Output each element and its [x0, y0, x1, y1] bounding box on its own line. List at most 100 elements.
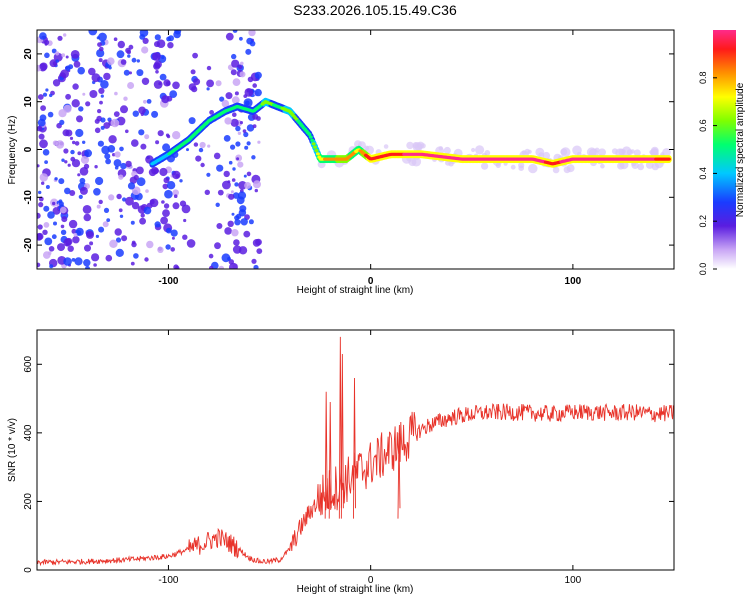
spectrogram-noise-blob — [256, 248, 263, 255]
spectrogram-noise-blob — [68, 219, 78, 229]
spectrogram-noise-blob — [256, 116, 261, 121]
spectrogram-noise-blob — [246, 124, 255, 132]
spectrogram-noise-blob — [143, 206, 152, 215]
spectrogram-noise-blob — [217, 189, 224, 196]
spectrogram-noise-blob — [175, 173, 180, 179]
spectrogram-noise-blob — [42, 149, 50, 156]
spectrogram-noise-blob — [170, 247, 175, 252]
spectrogram-noise-blob — [114, 151, 121, 158]
spectrogram-noise-blob — [235, 125, 241, 132]
colorbar-tick-label: 0.4 — [698, 167, 708, 180]
spectrogram-noise-blob — [131, 57, 137, 63]
spectrogram-noise-blob — [142, 37, 149, 45]
spectrogram-noise-blob — [240, 218, 248, 226]
spectrogram-halo-blob — [406, 141, 414, 150]
spectrogram-noise-blob — [192, 52, 199, 59]
spectrogram-noise-blob — [248, 30, 256, 37]
spectrogram-noise-blob — [86, 230, 94, 239]
spectrogram-noise-blob — [38, 202, 44, 208]
spectrogram-y-tick-label: -20 — [23, 237, 34, 252]
spectrogram-noise-blob — [227, 256, 231, 261]
spectrogram-noise-blob — [77, 173, 81, 177]
spectrogram-noise-blob — [131, 241, 137, 248]
spectrogram-noise-blob — [89, 90, 98, 98]
spectrogram-noise-blob — [130, 220, 135, 225]
spectrogram-noise-blob — [91, 253, 100, 262]
spectrogram-noise-blob — [94, 165, 98, 169]
spectrogram-noise-blob — [246, 141, 251, 146]
spectrogram-noise-blob — [130, 261, 135, 266]
spectrogram-noise-blob — [63, 148, 69, 154]
spectrogram-ridge-core — [666, 157, 671, 161]
spectrogram-noise-blob — [118, 174, 124, 180]
spectrogram-noise-blob — [121, 235, 128, 242]
spectrogram-noise-blob — [139, 30, 149, 37]
spectrogram-noise-blob — [255, 238, 262, 246]
spectrogram-noise-blob — [97, 42, 102, 47]
spectrogram-noise-blob — [103, 122, 111, 129]
snr-frame — [36, 329, 675, 571]
spectrogram-noise-blob — [232, 167, 236, 171]
spectrogram-noise-blob — [100, 125, 105, 130]
spectrogram-noise-blob — [213, 152, 221, 160]
spectrogram-noise-blob — [100, 80, 109, 89]
spectrogram-noise-blob — [218, 265, 225, 269]
spectrogram-noise-blob — [186, 239, 196, 248]
spectrogram-noise-blob — [231, 212, 235, 216]
spectrogram-noise-blob — [78, 106, 84, 112]
spectrogram-noise-blob — [179, 179, 183, 183]
spectrogram-ridge-core — [313, 145, 318, 149]
spectrogram-noise-blob — [193, 142, 199, 147]
spectrogram-noise-blob — [112, 153, 116, 157]
spectrogram-noise-blob — [70, 50, 80, 59]
colorbar-label: Normalized spectral amplitude — [735, 82, 746, 217]
spectrogram-noise-blob — [234, 91, 239, 96]
spectrogram-noise-blob — [225, 92, 233, 100]
spectrogram-noise-blob — [114, 91, 118, 96]
spectrogram-noise-blob — [70, 156, 76, 162]
spectrogram-noise-blob — [152, 52, 161, 61]
snr-y-tick-label: 400 — [23, 424, 34, 441]
spectrogram-noise-blob — [108, 66, 112, 70]
spectrogram-noise-blob — [98, 58, 103, 63]
spectrogram-noise-blob — [193, 78, 201, 86]
spectrogram-noise-blob — [60, 229, 67, 235]
colorbar-ticks: 0.0 0.2 0.4 0.6 0.8 — [698, 72, 717, 275]
spectrogram-noise-blob — [132, 110, 139, 117]
spectrogram-noise-blob — [49, 93, 53, 98]
snr-y-tick-label: 200 — [23, 493, 34, 510]
spectrogram-noise-blob — [224, 227, 232, 235]
spectrogram-noise-blob — [109, 239, 118, 248]
spectrogram-noise-blob — [231, 229, 239, 237]
spectrogram-noise-blob — [98, 226, 105, 233]
spectrogram-halo-blob — [566, 164, 575, 173]
snr-x-tick-label: 100 — [565, 575, 582, 586]
spectrogram-noise-blob — [47, 211, 55, 219]
spectrogram-noise-blob — [161, 95, 170, 104]
spectrogram-noise-blob — [247, 76, 254, 83]
spectrogram-noise-blob — [153, 168, 159, 174]
spectrogram-noise-blob — [37, 125, 43, 132]
spectrogram-noise-blob — [164, 189, 173, 199]
spectrogram-noise-blob — [165, 133, 170, 137]
spectrogram-noise-blob — [136, 166, 144, 175]
snr-spike — [324, 391, 328, 519]
spectrogram-noise-blob — [155, 70, 159, 74]
spectrogram-noise-blob — [244, 88, 254, 97]
spectrogram-noise-blob — [119, 214, 124, 218]
spectrogram-noise-blob — [107, 57, 115, 65]
spectrogram-noise-blob — [233, 239, 240, 246]
spectrogram-noise-blob — [246, 171, 252, 177]
spectrogram-noise-blob — [175, 265, 180, 269]
spectrogram-noise-blob — [140, 143, 147, 150]
spectrogram-noise-blob — [40, 105, 46, 111]
spectrogram-noise-blob — [238, 64, 243, 70]
spectrogram-noise-blob — [154, 62, 161, 68]
spectrogram-noise-blob — [97, 109, 102, 114]
spectrogram-halo-blob — [448, 161, 454, 167]
spectrogram-noise-blob — [37, 262, 41, 268]
spectrogram-halo-blob — [552, 166, 560, 174]
spectrogram-noise-blob — [64, 160, 68, 164]
spectrogram-noise-blob — [182, 234, 188, 240]
spectrogram-noise-blob — [62, 33, 67, 37]
